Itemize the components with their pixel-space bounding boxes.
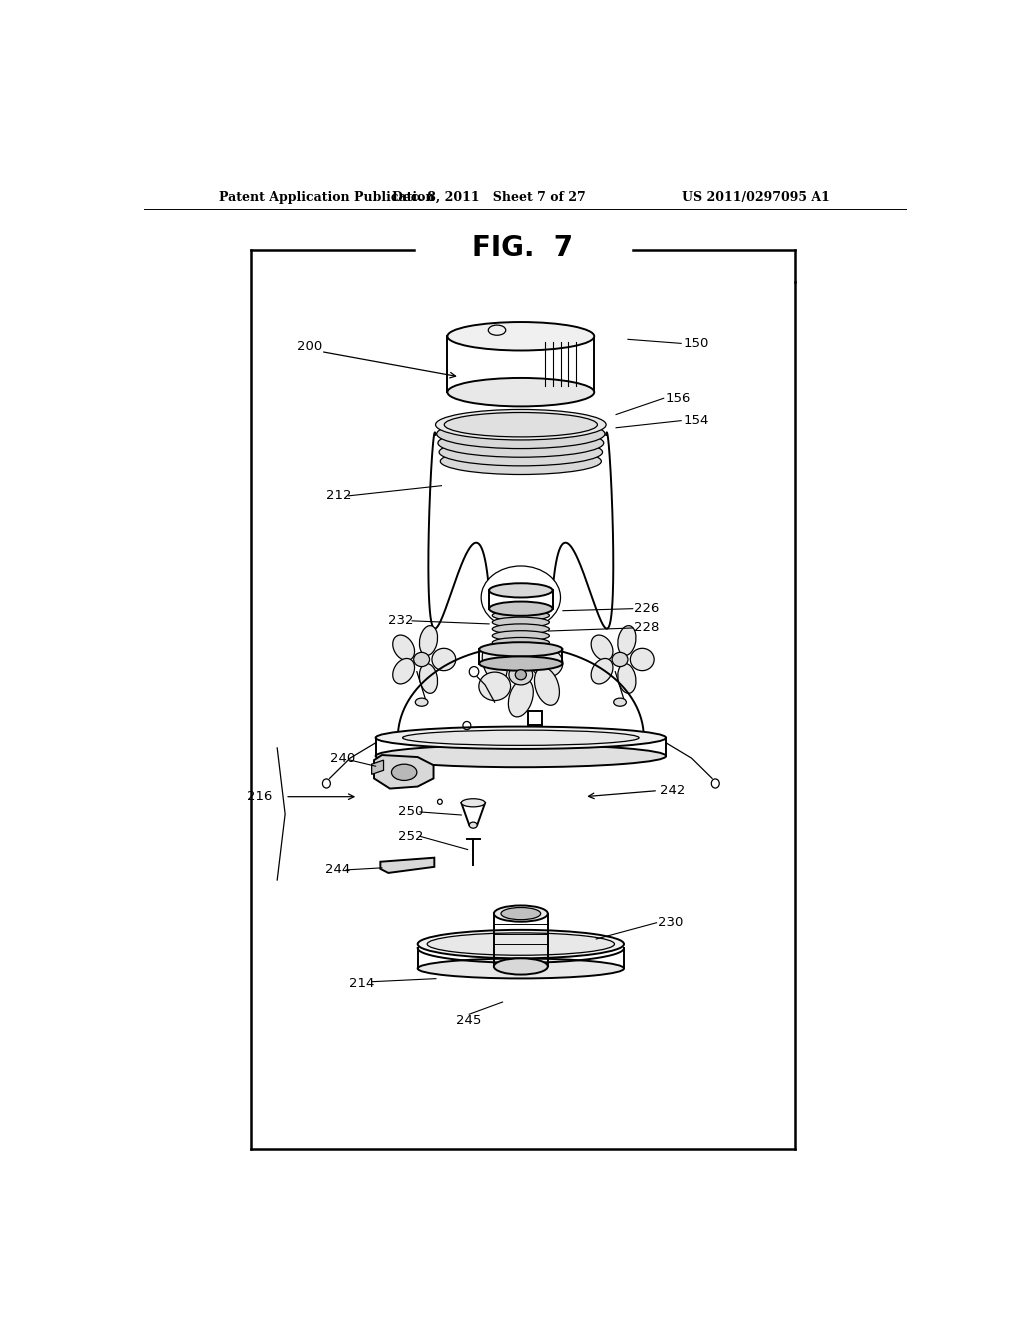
Ellipse shape [393,659,415,684]
Ellipse shape [479,656,562,671]
Ellipse shape [435,409,606,440]
Ellipse shape [461,799,485,807]
Text: 214: 214 [348,977,374,990]
Ellipse shape [427,933,614,956]
Ellipse shape [418,929,624,958]
Text: 245: 245 [456,1014,481,1027]
Text: Patent Application Publication: Patent Application Publication [219,190,435,203]
Ellipse shape [494,958,548,974]
Text: Dec. 8, 2011   Sheet 7 of 27: Dec. 8, 2011 Sheet 7 of 27 [392,190,586,203]
Ellipse shape [444,413,597,437]
Ellipse shape [493,610,550,620]
Text: 230: 230 [658,916,683,929]
Ellipse shape [436,420,605,449]
Ellipse shape [617,664,636,693]
Ellipse shape [508,678,534,717]
Ellipse shape [493,618,550,627]
Ellipse shape [481,566,560,630]
Ellipse shape [531,649,563,677]
Ellipse shape [479,643,562,656]
Ellipse shape [591,659,613,684]
Text: 212: 212 [327,490,352,503]
Text: 252: 252 [397,830,423,843]
Ellipse shape [515,669,526,680]
Ellipse shape [420,626,437,656]
Text: 232: 232 [388,614,414,627]
Ellipse shape [493,638,550,648]
Ellipse shape [489,583,553,598]
Ellipse shape [393,635,415,660]
Ellipse shape [414,652,430,667]
Text: 150: 150 [684,337,709,350]
Text: 240: 240 [331,751,355,764]
Ellipse shape [418,958,624,978]
FancyBboxPatch shape [528,710,543,725]
Text: US 2011/0297095 A1: US 2011/0297095 A1 [682,190,830,203]
Text: 154: 154 [684,414,709,428]
Ellipse shape [508,632,534,671]
Text: 242: 242 [659,784,685,797]
Ellipse shape [493,624,550,634]
Polygon shape [380,858,434,873]
Ellipse shape [416,698,428,706]
Ellipse shape [501,907,541,920]
Ellipse shape [493,603,550,614]
Ellipse shape [391,764,417,780]
Ellipse shape [376,726,666,748]
Ellipse shape [494,906,548,921]
Polygon shape [372,760,384,775]
Ellipse shape [432,648,456,671]
Ellipse shape [479,672,511,701]
Ellipse shape [612,652,628,667]
Ellipse shape [447,378,594,407]
Ellipse shape [535,668,559,705]
Ellipse shape [439,438,602,466]
Ellipse shape [438,429,604,457]
Ellipse shape [447,322,594,351]
Text: 156: 156 [666,392,691,405]
Ellipse shape [493,631,550,640]
Text: 216: 216 [247,791,272,803]
Text: 228: 228 [634,622,659,635]
Text: FIG.  7: FIG. 7 [472,234,573,261]
Ellipse shape [482,644,507,682]
Ellipse shape [613,698,627,706]
Ellipse shape [376,744,666,767]
Ellipse shape [489,602,553,615]
Text: 200: 200 [297,341,323,352]
Ellipse shape [591,635,613,660]
Ellipse shape [631,648,654,671]
Ellipse shape [402,730,639,746]
Ellipse shape [440,447,601,474]
Ellipse shape [469,822,477,828]
Ellipse shape [617,626,636,656]
Text: 244: 244 [325,863,350,876]
Ellipse shape [509,664,532,685]
Ellipse shape [420,664,437,693]
Text: 226: 226 [634,602,659,615]
Text: 250: 250 [397,805,423,818]
Polygon shape [374,755,433,788]
